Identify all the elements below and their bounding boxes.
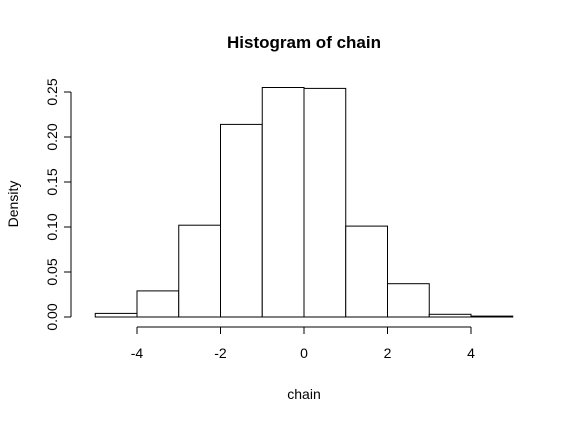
histogram-bar — [178, 224, 221, 318]
y-tick-label: 0.05 — [44, 258, 60, 285]
histogram-bar — [345, 225, 388, 318]
x-tick-label: 4 — [467, 345, 475, 361]
x-axis: -4 -2 0 2 4 — [131, 326, 475, 361]
y-tick-label: 0.25 — [44, 78, 60, 105]
x-tick-label: 2 — [384, 345, 392, 361]
x-axis-label: chain — [287, 386, 320, 402]
y-tick-label: 0.20 — [44, 123, 60, 150]
histogram-bar — [94, 312, 138, 318]
y-tick-label: 0.00 — [44, 303, 60, 330]
histogram-bar — [303, 87, 347, 318]
histogram-bar — [387, 283, 430, 318]
y-tick-label: 0.10 — [44, 213, 60, 240]
histogram-bar — [470, 315, 514, 318]
x-tick-label: 0 — [300, 345, 308, 361]
x-tick-label: -4 — [131, 345, 144, 361]
histogram-bars — [94, 87, 514, 318]
chart-title: Histogram of chain — [227, 33, 381, 52]
histogram-bar — [136, 290, 180, 318]
y-axis: 0.00 0.05 0.10 0.15 0.20 0.25 — [44, 78, 72, 331]
histogram-bar — [428, 313, 472, 318]
y-axis-label: Density — [5, 181, 21, 228]
histogram-bar — [261, 87, 305, 318]
y-tick-label: 0.15 — [44, 168, 60, 195]
x-tick-label: -2 — [214, 345, 227, 361]
histogram-bar — [220, 123, 263, 318]
